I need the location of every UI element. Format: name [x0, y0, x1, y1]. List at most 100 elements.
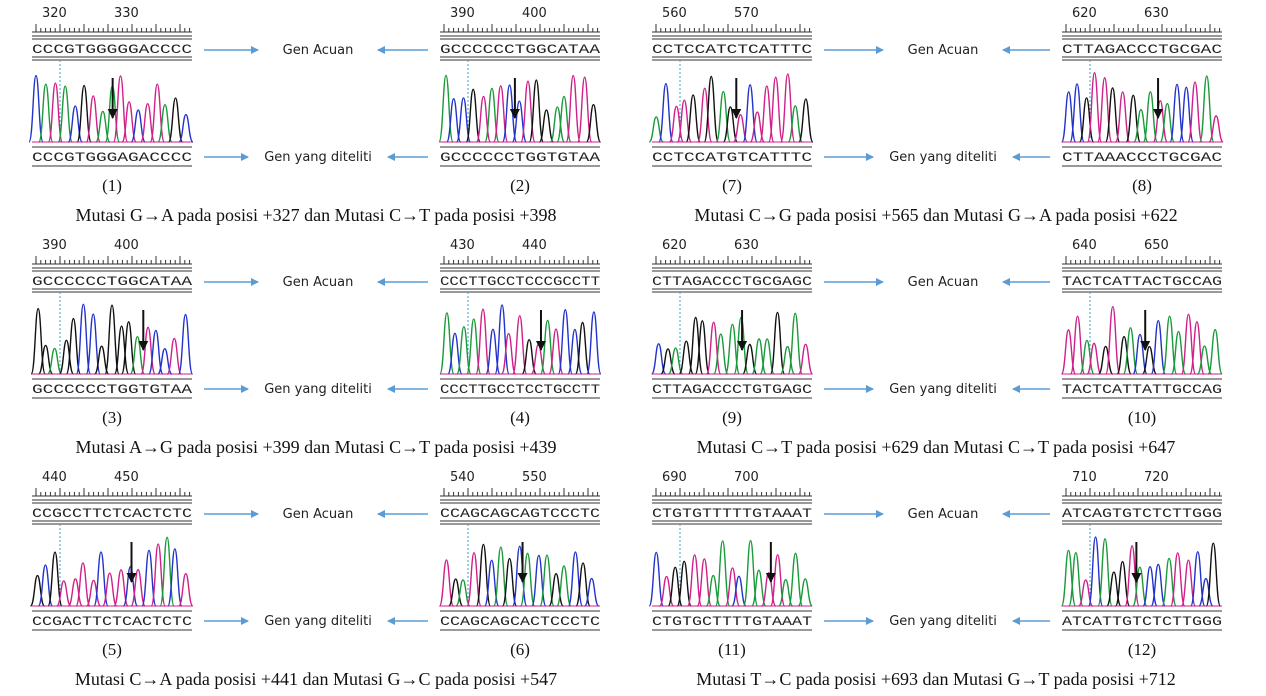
- trace-peak: [59, 340, 73, 374]
- ruler-number: 330: [114, 6, 139, 21]
- trace-peak: [1200, 76, 1214, 142]
- trace-peak: [439, 75, 453, 142]
- trace-peak: [476, 544, 490, 606]
- sample-label: Gen yang diteliti: [264, 614, 372, 629]
- trace-peak: [1151, 321, 1165, 374]
- sample-sequence: CTTAAACCCTGCGAC: [1062, 150, 1222, 165]
- sample-sequence: CCCGTGGGAGACCCC: [32, 150, 192, 165]
- caption: Mutasi C→G pada posisi +565 dan Mutasi G…: [694, 205, 1177, 225]
- sample-label: Gen yang diteliti: [889, 614, 997, 629]
- chromatogram-panel: 620630CTTAGACCCTGCGAGCCTTAGACCCTGTGAGC(9…: [652, 238, 813, 427]
- ruler-number: 620: [1072, 6, 1097, 21]
- reference-sequence: GCCCCCCTGGCATAA: [440, 42, 600, 57]
- ruler-number: 630: [734, 238, 759, 253]
- panel-number: (4): [510, 408, 530, 427]
- caption: Mutasi A→G pada posisi +399 dan Mutasi C…: [76, 437, 557, 457]
- trace-peak: [1117, 337, 1131, 374]
- trace-peak: [87, 580, 101, 606]
- trace-peak: [698, 88, 712, 142]
- sample-sequence: CCCTTGCCTCCTGCCTT: [440, 382, 600, 397]
- sample-label: Gen yang diteliti: [889, 382, 997, 397]
- chromatogram-panel: 540550CCAGCAGCAGTCCCTCCCAGCAGCACTCCCTC(6…: [439, 470, 600, 659]
- trace-peak: [440, 313, 454, 374]
- reference-label: Gen Acuan: [283, 507, 354, 522]
- panel-number: (10): [1128, 408, 1156, 427]
- trace-peak: [150, 84, 164, 142]
- sample-sequence: TACTCATTATTGCCAG: [1062, 382, 1222, 397]
- panel-number: (5): [102, 640, 122, 659]
- ruler-number: 710: [1072, 470, 1097, 485]
- trace-peak: [770, 312, 784, 374]
- trace-peak: [788, 313, 802, 374]
- reference-sequence: CTTAGACCCTGCGAC: [1062, 42, 1222, 57]
- trace-peak: [541, 320, 555, 374]
- ruler-number: 690: [662, 470, 687, 485]
- ruler-number: 700: [734, 470, 759, 485]
- trace-peak: [502, 334, 516, 374]
- ruler-number: 440: [522, 238, 547, 253]
- ruler-number: 650: [1144, 238, 1169, 253]
- reference-sequence: CCTCCATCTCATTTC: [652, 42, 812, 57]
- caption: Mutasi G→A pada posisi +327 dan Mutasi C…: [76, 205, 557, 225]
- reference-sequence: GCCCCCCTGGCATAA: [32, 274, 192, 289]
- ruler-number: 640: [1072, 238, 1097, 253]
- reference-sequence: CCGCCTTCTCACTCTC: [32, 506, 192, 521]
- panel-number: (11): [718, 640, 746, 659]
- panel-number: (3): [102, 408, 122, 427]
- ruler-number: 390: [42, 238, 67, 253]
- reference-sequence: CCCGTGGGGGACCCC: [32, 42, 192, 57]
- sample-label: Gen yang diteliti: [889, 150, 997, 165]
- sample-label: Gen yang diteliti: [264, 382, 372, 397]
- reference-label: Gen Acuan: [283, 275, 354, 290]
- chromatogram-panel: 430440CCCTTGCCTCCCGCCTTCCCTTGCCTCCTGCCTT…: [440, 238, 601, 427]
- ruler-number: 720: [1144, 470, 1169, 485]
- ruler-number: 620: [662, 238, 687, 253]
- reference-sequence: CCAGCAGCAGTCCCTC: [440, 506, 600, 521]
- ruler-number: 440: [42, 470, 67, 485]
- caption: Mutasi C→T pada posisi +629 dan Mutasi C…: [697, 437, 1176, 457]
- sample-sequence: CCGACTTCTCACTCTC: [32, 614, 192, 629]
- trace-peak: [789, 553, 803, 606]
- trace-peak: [781, 347, 795, 374]
- ruler-number: 560: [662, 6, 687, 21]
- trace-peak: [1171, 553, 1185, 606]
- reference-sequence: CTGTGTTTTTGTAAAT: [652, 506, 812, 521]
- reference-label: Gen Acuan: [908, 507, 979, 522]
- ruler-number: 400: [522, 6, 547, 21]
- trace-peak: [476, 309, 490, 374]
- trace-peak: [179, 574, 193, 606]
- reference-label: Gen Acuan: [908, 43, 979, 58]
- trace-peak: [179, 115, 193, 142]
- panel-number: (1): [102, 176, 122, 195]
- ruler-number: 540: [450, 470, 475, 485]
- sample-label: Gen yang diteliti: [264, 150, 372, 165]
- trace-peak: [1106, 307, 1120, 374]
- trace-peak: [169, 98, 183, 142]
- panel-number: (12): [1128, 640, 1156, 659]
- trace-peak: [771, 555, 785, 606]
- trace-peak: [743, 85, 757, 142]
- trace-peak: [732, 576, 746, 606]
- trace-peak: [659, 84, 673, 142]
- chromatogram-panel: 690700CTGTGTTTTTGTAAATCTGTGCTTTTGTAAAT(1…: [649, 470, 812, 659]
- trace-peak: [799, 99, 813, 142]
- trace-peak: [1191, 552, 1205, 606]
- ruler-number: 400: [114, 238, 139, 253]
- trace-peak: [58, 86, 72, 142]
- caption: Mutasi C→A pada posisi +441 dan Mutasi G…: [75, 669, 557, 689]
- chromatogram-panel: 390400GCCCCCCTGGCATAAGCCCCCCTGGTGTAA(2): [439, 6, 600, 195]
- trace-peak: [179, 315, 193, 374]
- chromatogram-panel: 320330CCCGTGGGGGACCCCCCCGTGGGAGACCCC(1): [29, 6, 193, 195]
- sample-sequence: CTTAGACCCTGTGAGC: [652, 382, 812, 397]
- trace-peak: [781, 74, 795, 142]
- reference-sequence: TACTCATTACTGCCAG: [1062, 274, 1222, 289]
- chromatogram-panel: 390400GCCCCCCTGGCATAAGCCCCCCTGGTGTAA(3): [31, 238, 192, 427]
- ruler-number: 570: [734, 6, 759, 21]
- trace-peak: [716, 541, 730, 606]
- trace-peak: [539, 110, 553, 142]
- panel-number: (2): [510, 176, 530, 195]
- ruler-number: 430: [450, 238, 475, 253]
- reference-sequence: CTTAGACCCTGCGAGC: [652, 274, 812, 289]
